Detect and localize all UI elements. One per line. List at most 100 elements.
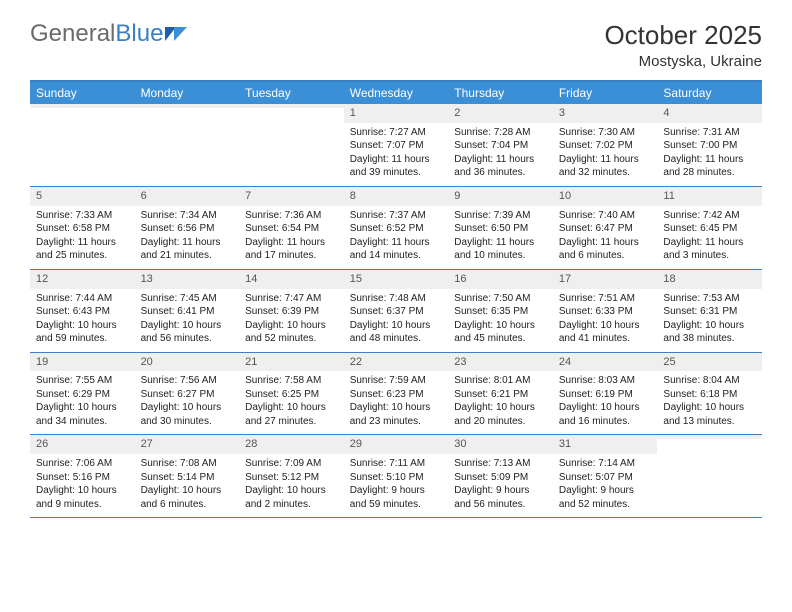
sunset-line: Sunset: 6:45 PM — [663, 222, 756, 236]
sunrise-line: Sunrise: 7:51 AM — [559, 292, 652, 306]
sunset-line: Sunset: 5:12 PM — [245, 471, 338, 485]
sunset-line: Sunset: 6:37 PM — [350, 305, 443, 319]
sunrise-line: Sunrise: 7:13 AM — [454, 457, 547, 471]
sunset-line: Sunset: 6:41 PM — [141, 305, 234, 319]
day-body: Sunrise: 7:50 AMSunset: 6:35 PMDaylight:… — [448, 289, 553, 352]
sunset-line: Sunset: 7:04 PM — [454, 139, 547, 153]
day-number: 10 — [553, 187, 658, 206]
day-body: Sunrise: 7:36 AMSunset: 6:54 PMDaylight:… — [239, 206, 344, 269]
sunset-line: Sunset: 6:54 PM — [245, 222, 338, 236]
day-number: 1 — [344, 104, 449, 123]
day-number: 15 — [344, 270, 449, 289]
sunset-line: Sunset: 6:19 PM — [559, 388, 652, 402]
logo-text-blue: Blue — [115, 20, 163, 48]
daylight-line: Daylight: 11 hours and 3 minutes. — [663, 236, 756, 263]
day-cell: 26Sunrise: 7:06 AMSunset: 5:16 PMDayligh… — [30, 435, 135, 517]
day-body: Sunrise: 7:51 AMSunset: 6:33 PMDaylight:… — [553, 289, 658, 352]
sunrise-line: Sunrise: 7:37 AM — [350, 209, 443, 223]
day-number: 12 — [30, 270, 135, 289]
sunrise-line: Sunrise: 7:11 AM — [350, 457, 443, 471]
week-row: 5Sunrise: 7:33 AMSunset: 6:58 PMDaylight… — [30, 187, 762, 270]
day-cell: 16Sunrise: 7:50 AMSunset: 6:35 PMDayligh… — [448, 270, 553, 352]
day-body: Sunrise: 7:06 AMSunset: 5:16 PMDaylight:… — [30, 454, 135, 517]
day-body: Sunrise: 7:30 AMSunset: 7:02 PMDaylight:… — [553, 123, 658, 186]
day-number: 16 — [448, 270, 553, 289]
day-cell: 17Sunrise: 7:51 AMSunset: 6:33 PMDayligh… — [553, 270, 658, 352]
day-body: Sunrise: 7:45 AMSunset: 6:41 PMDaylight:… — [135, 289, 240, 352]
day-cell: 4Sunrise: 7:31 AMSunset: 7:00 PMDaylight… — [657, 104, 762, 186]
day-cell — [239, 104, 344, 186]
day-body: Sunrise: 7:47 AMSunset: 6:39 PMDaylight:… — [239, 289, 344, 352]
day-cell: 12Sunrise: 7:44 AMSunset: 6:43 PMDayligh… — [30, 270, 135, 352]
day-body: Sunrise: 7:14 AMSunset: 5:07 PMDaylight:… — [553, 454, 658, 517]
day-cell: 25Sunrise: 8:04 AMSunset: 6:18 PMDayligh… — [657, 353, 762, 435]
sunset-line: Sunset: 6:52 PM — [350, 222, 443, 236]
daylight-line: Daylight: 10 hours and 23 minutes. — [350, 401, 443, 428]
week-row: 1Sunrise: 7:27 AMSunset: 7:07 PMDaylight… — [30, 104, 762, 187]
sunset-line: Sunset: 6:50 PM — [454, 222, 547, 236]
day-cell: 23Sunrise: 8:01 AMSunset: 6:21 PMDayligh… — [448, 353, 553, 435]
day-number: 23 — [448, 353, 553, 372]
day-number: 5 — [30, 187, 135, 206]
day-body: Sunrise: 7:27 AMSunset: 7:07 PMDaylight:… — [344, 123, 449, 186]
sunset-line: Sunset: 6:39 PM — [245, 305, 338, 319]
daylight-line: Daylight: 10 hours and 45 minutes. — [454, 319, 547, 346]
sunrise-line: Sunrise: 7:28 AM — [454, 126, 547, 140]
day-number: 24 — [553, 353, 658, 372]
sunrise-line: Sunrise: 7:39 AM — [454, 209, 547, 223]
sunset-line: Sunset: 6:25 PM — [245, 388, 338, 402]
day-number: 11 — [657, 187, 762, 206]
logo: GeneralBlue — [30, 20, 187, 48]
daylight-line: Daylight: 9 hours and 56 minutes. — [454, 484, 547, 511]
day-cell: 15Sunrise: 7:48 AMSunset: 6:37 PMDayligh… — [344, 270, 449, 352]
sunrise-line: Sunrise: 7:44 AM — [36, 292, 129, 306]
daylight-line: Daylight: 10 hours and 41 minutes. — [559, 319, 652, 346]
daylight-line: Daylight: 10 hours and 20 minutes. — [454, 401, 547, 428]
day-cell: 19Sunrise: 7:55 AMSunset: 6:29 PMDayligh… — [30, 353, 135, 435]
daylight-line: Daylight: 10 hours and 16 minutes. — [559, 401, 652, 428]
day-cell — [30, 104, 135, 186]
daylight-line: Daylight: 10 hours and 34 minutes. — [36, 401, 129, 428]
sunset-line: Sunset: 6:21 PM — [454, 388, 547, 402]
location-subtitle: Mostyska, Ukraine — [604, 53, 762, 70]
sunset-line: Sunset: 5:09 PM — [454, 471, 547, 485]
sunrise-line: Sunrise: 7:33 AM — [36, 209, 129, 223]
logo-text-gray: General — [30, 20, 115, 48]
sunset-line: Sunset: 5:14 PM — [141, 471, 234, 485]
day-cell: 28Sunrise: 7:09 AMSunset: 5:12 PMDayligh… — [239, 435, 344, 517]
daylight-line: Daylight: 11 hours and 36 minutes. — [454, 153, 547, 180]
header: GeneralBlue October 2025 Mostyska, Ukrai… — [30, 20, 762, 70]
day-number: 7 — [239, 187, 344, 206]
daylight-line: Daylight: 10 hours and 9 minutes. — [36, 484, 129, 511]
sunrise-line: Sunrise: 7:59 AM — [350, 374, 443, 388]
daylight-line: Daylight: 11 hours and 25 minutes. — [36, 236, 129, 263]
day-body: Sunrise: 7:33 AMSunset: 6:58 PMDaylight:… — [30, 206, 135, 269]
day-body: Sunrise: 8:03 AMSunset: 6:19 PMDaylight:… — [553, 371, 658, 434]
daylight-line: Daylight: 11 hours and 10 minutes. — [454, 236, 547, 263]
day-cell: 20Sunrise: 7:56 AMSunset: 6:27 PMDayligh… — [135, 353, 240, 435]
calendar-page: GeneralBlue October 2025 Mostyska, Ukrai… — [0, 0, 792, 528]
sunrise-line: Sunrise: 7:30 AM — [559, 126, 652, 140]
daylight-line: Daylight: 9 hours and 52 minutes. — [559, 484, 652, 511]
week-row: 26Sunrise: 7:06 AMSunset: 5:16 PMDayligh… — [30, 435, 762, 518]
day-body: Sunrise: 7:34 AMSunset: 6:56 PMDaylight:… — [135, 206, 240, 269]
day-body: Sunrise: 7:39 AMSunset: 6:50 PMDaylight:… — [448, 206, 553, 269]
day-number: 27 — [135, 435, 240, 454]
day-cell: 2Sunrise: 7:28 AMSunset: 7:04 PMDaylight… — [448, 104, 553, 186]
day-body: Sunrise: 7:53 AMSunset: 6:31 PMDaylight:… — [657, 289, 762, 352]
sunrise-line: Sunrise: 7:06 AM — [36, 457, 129, 471]
sunset-line: Sunset: 5:07 PM — [559, 471, 652, 485]
day-number: 28 — [239, 435, 344, 454]
daylight-line: Daylight: 11 hours and 28 minutes. — [663, 153, 756, 180]
day-number: 6 — [135, 187, 240, 206]
day-cell — [657, 435, 762, 517]
day-cell: 29Sunrise: 7:11 AMSunset: 5:10 PMDayligh… — [344, 435, 449, 517]
sunrise-line: Sunrise: 8:03 AM — [559, 374, 652, 388]
daylight-line: Daylight: 11 hours and 32 minutes. — [559, 153, 652, 180]
sunset-line: Sunset: 6:33 PM — [559, 305, 652, 319]
daylight-line: Daylight: 11 hours and 14 minutes. — [350, 236, 443, 263]
day-number: 21 — [239, 353, 344, 372]
sunset-line: Sunset: 6:23 PM — [350, 388, 443, 402]
day-body — [239, 108, 344, 170]
daylight-line: Daylight: 10 hours and 56 minutes. — [141, 319, 234, 346]
